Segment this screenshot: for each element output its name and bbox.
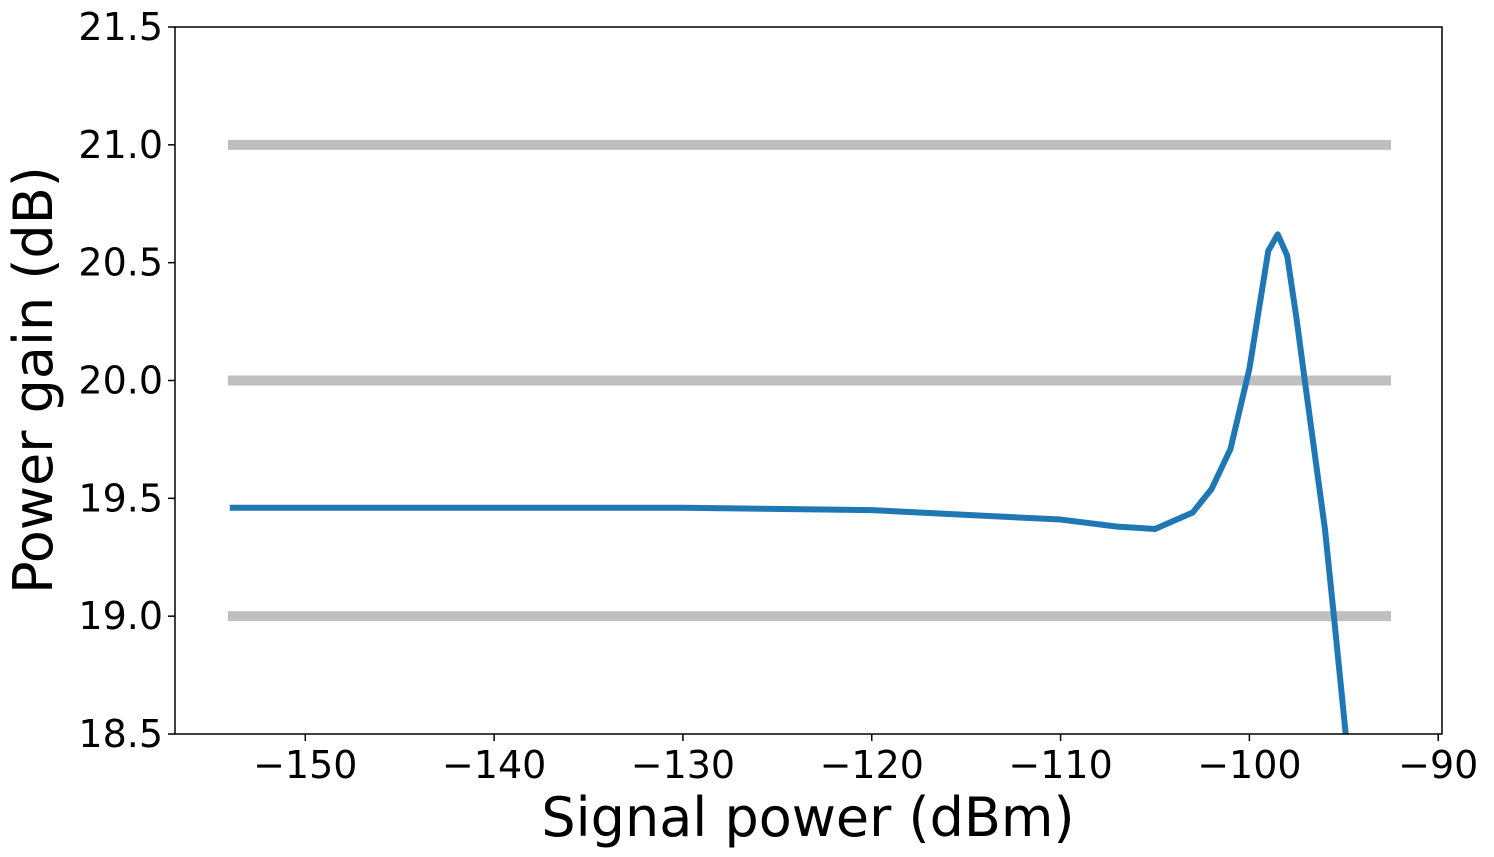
y-axis-label: Power gain (dB) [2,166,65,594]
x-tick-label: −150 [253,743,357,787]
x-tick-label: −90 [1398,743,1478,787]
y-tick-label: 19.0 [78,594,163,638]
y-tick-label: 20.0 [78,359,163,403]
x-tick-label: −100 [1197,743,1301,787]
y-tick-label: 18.5 [78,712,163,756]
x-tick-label: −130 [631,743,735,787]
plot-area [227,139,1392,734]
y-tick-label: 20.5 [78,241,163,285]
x-tick-label: −120 [820,743,924,787]
x-axis-label: Signal power (dBm) [541,786,1074,849]
y-tick-label: 21.5 [78,5,163,49]
series-line [229,231,1349,734]
y-tick-label: 19.5 [78,476,163,520]
x-tick-label: −110 [1008,743,1112,787]
x-tick-label: −140 [442,743,546,787]
y-tick-label: 21.0 [78,123,163,167]
